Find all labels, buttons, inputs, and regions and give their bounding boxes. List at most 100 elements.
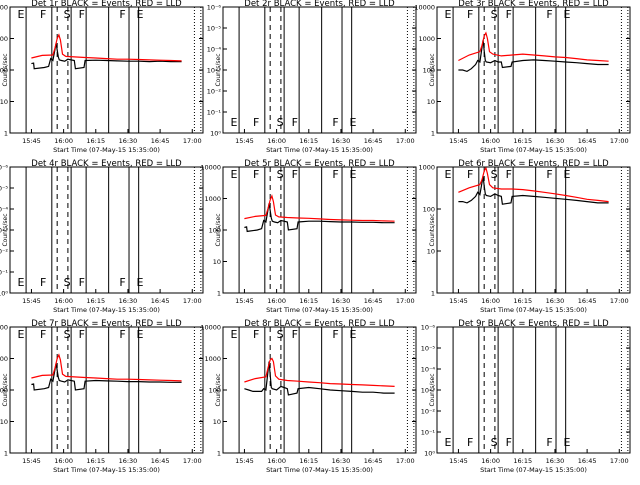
plot-frame (222, 326, 417, 454)
region-label: E (231, 116, 238, 129)
y-tick-label: 10 (427, 248, 435, 256)
region-label: F (253, 168, 259, 181)
region-label: E (137, 276, 144, 289)
region-label: F (467, 8, 473, 21)
plot-title: Det 4r BLACK = Events, RED = LLD (31, 159, 182, 169)
x-tick-label: 16:45 (364, 297, 383, 305)
y-tick-label: 1000 (0, 355, 8, 363)
y-axis-label: Counts/sec (2, 53, 9, 86)
plot-title: Det 6r BLACK = Events, RED = LLD (458, 159, 609, 169)
x-tick-label: 17:00 (610, 137, 629, 145)
y-axis-label: Counts/sec (2, 373, 9, 406)
y-axis-label: Counts/sec (429, 53, 436, 86)
y-tick-label: 10000 (0, 324, 8, 332)
region-label: S (491, 436, 498, 449)
region-label: E (231, 328, 238, 341)
region-label: E (137, 328, 144, 341)
x-tick-label: 16:00 (267, 137, 286, 145)
x-tick-label: 16:30 (119, 457, 138, 465)
x-tick-label: 17:00 (396, 457, 415, 465)
series-events-line (31, 43, 182, 70)
y-tick-label: 10⁰ (0, 290, 8, 298)
y-tick-label: 100 (423, 67, 435, 75)
region-label: F (40, 276, 46, 289)
y-tick-label: 10000 (200, 324, 221, 332)
x-tick-label: 16:00 (54, 457, 73, 465)
y-tick-label: 1000 (204, 195, 221, 203)
y-tick-label: 10⁻⁶ (421, 324, 436, 332)
y-tick-label: 10⁻² (0, 248, 8, 256)
x-tick-label: 16:15 (86, 457, 105, 465)
y-tick-label: 10⁻⁵ (0, 185, 8, 193)
region-label: F (332, 328, 338, 341)
region-label: E (445, 8, 452, 21)
series-events-line (244, 203, 395, 233)
region-label: E (350, 168, 357, 181)
y-tick-label: 10 (427, 98, 435, 106)
y-tick-label: 10⁰ (424, 450, 435, 458)
y-tick-label: 10⁻⁵ (421, 345, 436, 353)
plot-title: Det 1r BLACK = Events, RED = LLD (31, 0, 182, 9)
x-tick-label: 16:45 (151, 297, 170, 305)
y-tick-label: 100 (0, 387, 8, 395)
x-tick-label: 16:30 (119, 137, 138, 145)
x-tick-label: 16:15 (299, 457, 318, 465)
region-label: F (79, 8, 85, 21)
y-tick-label: 1000 (418, 164, 435, 172)
region-label: F (253, 116, 259, 129)
x-tick-label: 16:30 (332, 457, 351, 465)
series-lld-line (458, 166, 609, 203)
x-tick-label: 16:30 (546, 137, 565, 145)
y-tick-label: 100 (209, 387, 221, 395)
x-tick-label: 17:00 (183, 137, 202, 145)
region-label: F (332, 168, 338, 181)
region-label: E (445, 168, 452, 181)
y-axis-label: Counts/sec (215, 213, 222, 246)
detector-plot-4: Det 4r BLACK = Events, RED = LLDEFSFFE10… (0, 159, 204, 314)
region-label: F (506, 436, 512, 449)
x-tick-label: 16:15 (299, 137, 318, 145)
y-axis-label: Counts/sec (429, 373, 436, 406)
x-tick-label: 15:45 (449, 297, 468, 305)
region-label: E (137, 8, 144, 21)
series-lld-line (458, 31, 609, 62)
region-label: F (467, 168, 473, 181)
x-tick-label: 16:00 (267, 297, 286, 305)
x-tick-label: 15:45 (449, 457, 468, 465)
y-tick-label: 1 (4, 450, 8, 458)
x-tick-label: 17:00 (610, 457, 629, 465)
x-axis-label: Start Time (07-May-15 15:35:00) (480, 306, 587, 314)
region-label: F (292, 168, 298, 181)
y-tick-label: 1000 (418, 35, 435, 43)
x-tick-label: 16:15 (86, 297, 105, 305)
y-tick-label: 10⁻¹ (0, 269, 8, 277)
y-tick-label: 10000 (414, 4, 435, 12)
plot-title: Det 2r BLACK = Events, RED = LLD (244, 0, 395, 9)
plot-title: Det 9r BLACK = Events, RED = LLD (458, 319, 609, 329)
y-tick-label: 10000 (200, 164, 221, 172)
y-tick-label: 1 (4, 130, 8, 138)
x-tick-label: 17:00 (183, 297, 202, 305)
x-tick-label: 16:30 (546, 457, 565, 465)
x-tick-label: 17:00 (396, 137, 415, 145)
x-tick-label: 16:45 (364, 457, 383, 465)
x-axis-label: Start Time (07-May-15 15:35:00) (53, 306, 160, 314)
y-tick-label: 1 (431, 130, 435, 138)
y-tick-label: 1000 (204, 355, 221, 363)
x-axis-label: Start Time (07-May-15 15:35:00) (53, 466, 160, 474)
x-tick-label: 15:45 (235, 137, 254, 145)
region-label: F (467, 436, 473, 449)
series-events-line (458, 39, 609, 73)
region-label: S (491, 168, 498, 181)
x-axis-label: Start Time (07-May-15 15:35:00) (266, 146, 373, 154)
x-axis-label: Start Time (07-May-15 15:35:00) (480, 466, 587, 474)
y-tick-label: 10⁻⁴ (0, 206, 8, 214)
y-tick-label: 10 (0, 418, 8, 426)
region-label: S (64, 8, 71, 21)
y-tick-label: 100 (423, 206, 435, 214)
y-tick-label: 10⁻³ (207, 67, 222, 75)
